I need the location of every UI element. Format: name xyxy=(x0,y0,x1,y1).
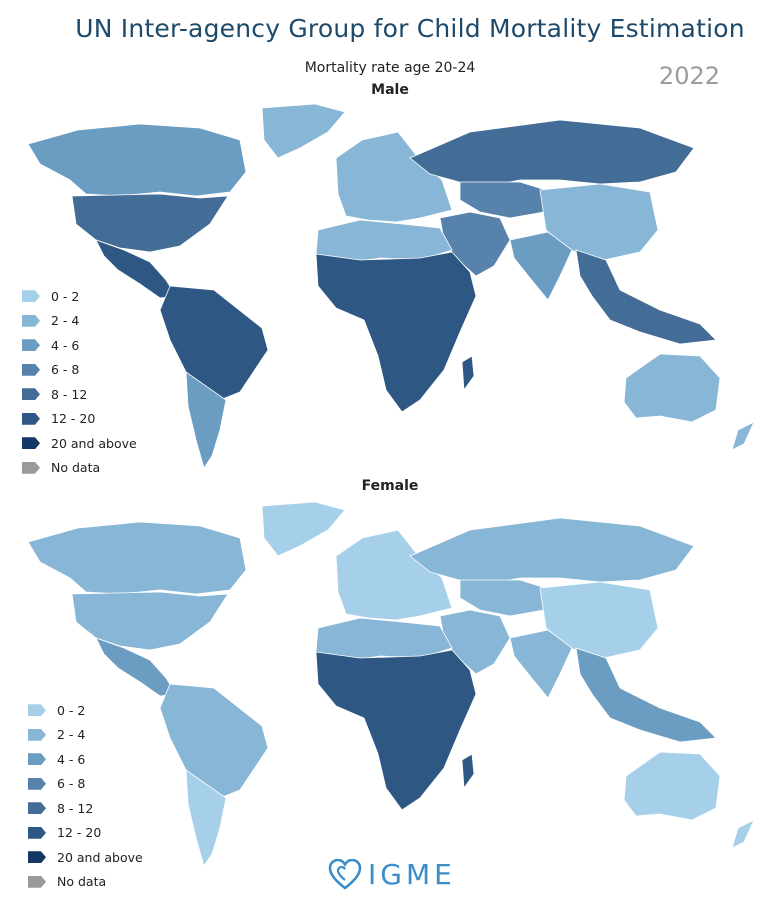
region-south-america[interactable] xyxy=(159,285,269,401)
male-label: Male xyxy=(371,82,409,98)
legend-label: 0 - 2 xyxy=(57,702,86,718)
legend-swatch xyxy=(22,339,40,352)
region-north-america[interactable] xyxy=(71,193,229,253)
legend-label: 0 - 2 xyxy=(51,288,80,304)
chart-subtitle: Mortality rate age 20-24 xyxy=(304,60,476,76)
region-madagascar[interactable] xyxy=(461,355,475,392)
region-africa[interactable] xyxy=(315,251,477,413)
region-australia[interactable] xyxy=(623,353,721,423)
legend-swatch xyxy=(22,290,40,303)
region-central-asia[interactable] xyxy=(459,579,553,617)
legend-label: 20 and above xyxy=(57,849,143,865)
legend-item-female[interactable]: 4 - 6 xyxy=(28,747,143,772)
region-canada[interactable] xyxy=(27,123,247,197)
female-label: Female xyxy=(361,478,419,494)
region-new-zealand[interactable] xyxy=(731,421,755,451)
male-legend: 0 - 2 2 - 4 4 - 6 6 - 8 8 - 12 12 - 20 20 and … xyxy=(22,284,137,480)
region-southern-south-america[interactable] xyxy=(185,371,227,469)
legend-label: 12 - 20 xyxy=(51,411,96,427)
region-greenland[interactable] xyxy=(261,501,346,557)
legend-label: 8 - 12 xyxy=(57,800,94,816)
region-africa[interactable] xyxy=(315,649,477,811)
legend-swatch xyxy=(28,777,46,790)
region-southeast-asia[interactable] xyxy=(575,249,717,345)
female-legend: 0 - 2 2 - 4 4 - 6 6 - 8 8 - 12 12 - 20 20 and … xyxy=(28,698,143,894)
legend-label: 4 - 6 xyxy=(51,337,80,353)
legend-item-male[interactable]: 2 - 4 xyxy=(22,309,137,334)
region-russia[interactable] xyxy=(409,517,695,587)
legend-swatch xyxy=(22,412,40,425)
page-title: UN Inter-agency Group for Child Mortalit… xyxy=(75,14,745,43)
legend-swatch xyxy=(28,875,46,888)
region-south-asia[interactable] xyxy=(509,231,573,301)
male-world-map xyxy=(27,103,755,469)
legend-swatch xyxy=(28,728,46,741)
legend-item-male[interactable]: 0 - 2 xyxy=(22,284,137,309)
legend-label: No data xyxy=(51,460,101,476)
legend-swatch xyxy=(22,314,40,327)
legend-item-female[interactable]: 12 - 20 xyxy=(28,821,143,846)
legend-swatch xyxy=(28,753,46,766)
legend-swatch xyxy=(22,437,40,450)
region-north-america[interactable] xyxy=(71,591,229,651)
legend-item-male[interactable]: 6 - 8 xyxy=(22,358,137,383)
legend-item-female[interactable]: 8 - 12 xyxy=(28,796,143,821)
region-australia[interactable] xyxy=(623,751,721,821)
region-south-asia[interactable] xyxy=(509,629,573,699)
legend-label: 4 - 6 xyxy=(57,751,86,767)
region-southeast-asia[interactable] xyxy=(575,647,717,743)
legend-item-female[interactable]: 6 - 8 xyxy=(28,772,143,797)
legend-item-male[interactable]: 8 - 12 xyxy=(22,382,137,407)
legend-label: 12 - 20 xyxy=(57,825,102,841)
region-europe[interactable] xyxy=(335,131,453,223)
legend-item-male[interactable]: 20 and above xyxy=(22,431,137,456)
legend-swatch xyxy=(28,851,46,864)
region-new-zealand[interactable] xyxy=(731,819,755,849)
igme-logo: IGME xyxy=(328,858,456,891)
legend-swatch xyxy=(22,388,40,401)
region-south-america[interactable] xyxy=(159,683,269,799)
region-southern-south-america[interactable] xyxy=(185,769,227,867)
legend-item-male[interactable]: 4 - 6 xyxy=(22,333,137,358)
legend-item-female[interactable]: No data xyxy=(28,870,143,895)
legend-label: 6 - 8 xyxy=(57,776,86,792)
region-central-asia[interactable] xyxy=(459,181,553,219)
female-world-map xyxy=(27,501,755,867)
legend-swatch xyxy=(22,461,40,474)
legend-item-female[interactable]: 2 - 4 xyxy=(28,723,143,748)
legend-item-male[interactable]: No data xyxy=(22,456,137,481)
region-madagascar[interactable] xyxy=(461,753,475,790)
legend-item-female[interactable]: 0 - 2 xyxy=(28,698,143,723)
region-canada[interactable] xyxy=(27,521,247,595)
legend-label: No data xyxy=(57,874,107,890)
legend-swatch xyxy=(28,802,46,815)
logo-text: IGME xyxy=(368,858,456,891)
legend-label: 2 - 4 xyxy=(51,313,80,329)
legend-item-female[interactable]: 20 and above xyxy=(28,845,143,870)
legend-item-male[interactable]: 12 - 20 xyxy=(22,407,137,432)
region-russia[interactable] xyxy=(409,119,695,189)
legend-swatch xyxy=(22,363,40,376)
legend-label: 8 - 12 xyxy=(51,386,88,402)
region-greenland[interactable] xyxy=(261,103,346,159)
legend-label: 2 - 4 xyxy=(57,727,86,743)
legend-swatch xyxy=(28,826,46,839)
legend-label: 20 and above xyxy=(51,435,137,451)
legend-label: 6 - 8 xyxy=(51,362,80,378)
year-label: 2022 xyxy=(658,62,720,90)
region-europe[interactable] xyxy=(335,529,453,621)
legend-swatch xyxy=(28,704,46,717)
heart-icon xyxy=(328,858,362,890)
